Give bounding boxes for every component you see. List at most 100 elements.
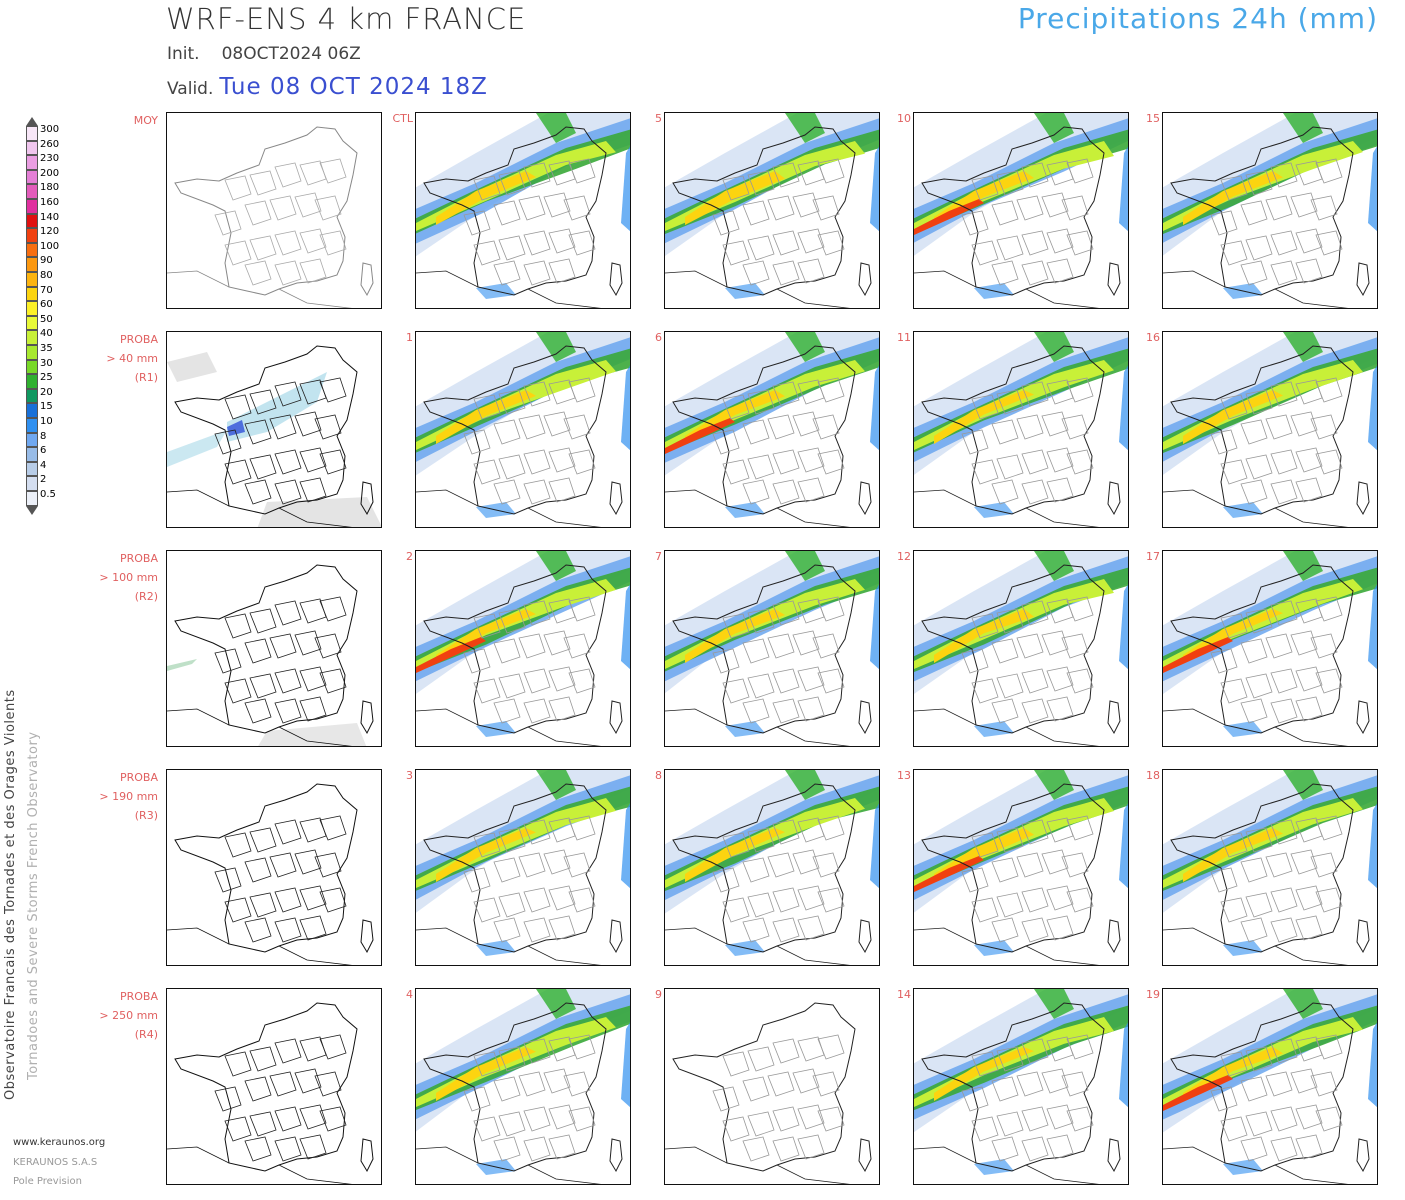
legend-level-label: 8 <box>40 430 47 442</box>
member-map-panel[interactable] <box>913 331 1129 528</box>
row-label: PROBA > 100 mm (R2) <box>99 549 158 606</box>
france-precip-map <box>914 551 1128 746</box>
legend-level-label: 300 <box>40 124 60 135</box>
row-label-line: > 250 mm <box>99 1009 158 1022</box>
france-precip-map <box>665 770 879 965</box>
row-label-line: > 190 mm <box>99 790 158 803</box>
member-map-panel[interactable] <box>664 331 880 528</box>
row-label-line <box>134 130 158 149</box>
member-map-panel[interactable] <box>664 550 880 747</box>
legend-swatch <box>26 432 38 448</box>
legend-level-label: 60 <box>40 299 53 311</box>
member-map-panel[interactable] <box>415 550 631 747</box>
valid-value: Tue 08 OCT 2024 18Z <box>219 74 488 100</box>
member-label: 4 <box>406 988 413 1001</box>
legend-swatch <box>26 184 38 199</box>
member-label: 8 <box>655 769 662 782</box>
probability-map-panel[interactable] <box>166 331 382 528</box>
row-label: PROBA > 190 mm (R3) <box>99 768 158 825</box>
member-map-panel[interactable] <box>1162 331 1378 528</box>
legend-swatch <box>26 476 38 491</box>
department-text: Pole Prevision <box>13 1176 82 1187</box>
member-label: 15 <box>1146 112 1160 125</box>
legend-level-label: 230 <box>40 153 60 165</box>
legend-level-label: 70 <box>40 284 53 296</box>
member-map-panel[interactable] <box>913 988 1129 1185</box>
member-map-panel[interactable] <box>1162 988 1378 1185</box>
legend-bottom-arrow <box>26 505 38 515</box>
valid-line: Valid. Tue 08 OCT 2024 18Z <box>167 74 488 100</box>
member-label: 13 <box>897 769 911 782</box>
france-precip-map <box>416 332 630 527</box>
legend-swatch <box>26 199 38 214</box>
model-title: WRF-ENS 4 km FRANCE <box>166 2 527 36</box>
member-map-panel[interactable] <box>664 988 880 1185</box>
legend-level-label: 90 <box>40 255 53 267</box>
france-precip-map <box>416 989 630 1184</box>
probability-map-panel[interactable] <box>166 550 382 747</box>
legend-swatch <box>26 155 38 170</box>
member-map-panel[interactable] <box>1162 112 1378 309</box>
row-label-line: PROBA <box>119 771 158 784</box>
member-map-panel[interactable] <box>664 112 880 309</box>
france-precip-map <box>914 332 1128 527</box>
france-probability-map <box>167 564 374 746</box>
legend-top-arrow <box>26 117 38 126</box>
legend-swatch <box>26 169 38 185</box>
observatory-french-text: Observatoire Francais des Tornades et de… <box>3 689 18 1100</box>
france-precip-map <box>1163 551 1377 746</box>
legend-swatch <box>26 315 38 331</box>
legend-level-label: 180 <box>40 182 60 194</box>
legend-level-label: 260 <box>40 138 60 150</box>
france-mean-map <box>167 126 374 308</box>
legend-swatch <box>26 491 38 506</box>
france-probability-map <box>167 783 374 965</box>
website-text[interactable]: www.keraunos.org <box>13 1137 106 1148</box>
france-precip-map <box>1163 989 1377 1184</box>
member-map-panel[interactable] <box>913 550 1129 747</box>
row-label-line: (R2) <box>134 590 158 603</box>
member-map-panel[interactable] <box>1162 550 1378 747</box>
member-map-panel[interactable] <box>913 769 1129 966</box>
legend-swatch <box>26 126 38 141</box>
member-map-panel[interactable] <box>664 769 880 966</box>
legend-level-label: 15 <box>40 401 53 413</box>
legend-level-label: 100 <box>40 240 60 252</box>
legend-swatch <box>26 213 38 229</box>
member-label: 19 <box>1146 988 1160 1001</box>
legend-level-label: 140 <box>40 211 60 223</box>
legend-swatch <box>26 403 38 418</box>
member-label: 6 <box>655 331 662 344</box>
probability-map-panel[interactable] <box>166 769 382 966</box>
mean-map-panel[interactable] <box>166 112 382 309</box>
member-map-panel[interactable] <box>415 331 631 528</box>
france-precip-map <box>1163 332 1377 527</box>
member-label: 18 <box>1146 769 1160 782</box>
member-map-panel[interactable] <box>415 988 631 1185</box>
observatory-english-text: Tornadoes and Severe Storms French Obser… <box>26 731 41 1080</box>
legend-swatch <box>26 301 38 316</box>
member-map-panel[interactable] <box>1162 769 1378 966</box>
legend-swatch <box>26 228 38 243</box>
member-map-panel[interactable] <box>913 112 1129 309</box>
member-map-panel[interactable] <box>415 112 631 309</box>
company-text: KERAUNOS S.A.S <box>13 1157 98 1168</box>
member-label: 17 <box>1146 550 1160 563</box>
row-label-line: MOY <box>133 114 158 127</box>
france-precip-map <box>1163 113 1377 308</box>
legend-level-label: 25 <box>40 372 53 384</box>
row-label-line: (R4) <box>134 1028 158 1041</box>
legend-swatch <box>26 272 38 287</box>
row-label: PROBA > 40 mm (R1) <box>106 330 158 387</box>
legend-swatch <box>26 447 38 462</box>
legend-level-label: 30 <box>40 357 53 369</box>
member-label: 7 <box>655 550 662 563</box>
france-precip-map <box>1163 770 1377 965</box>
member-map-panel[interactable] <box>415 769 631 966</box>
row-label-line: (R1) <box>134 371 158 384</box>
valid-label: Valid. <box>167 79 214 99</box>
probability-map-panel[interactable] <box>166 988 382 1185</box>
legend-level-label: 2 <box>40 474 47 486</box>
legend-swatch <box>26 257 38 272</box>
france-probability-map <box>167 1002 374 1184</box>
